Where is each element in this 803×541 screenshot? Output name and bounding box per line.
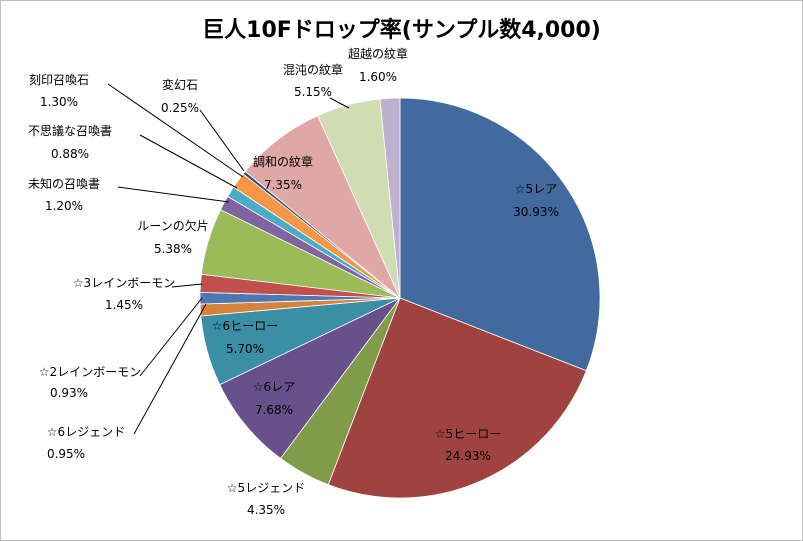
leader-line bbox=[329, 97, 350, 109]
leader-line bbox=[139, 297, 203, 377]
pie-slice bbox=[379, 97, 401, 299]
slice-percent-label: 1.45% bbox=[105, 298, 143, 312]
leader-line bbox=[199, 109, 245, 172]
slice-percent-label: 0.88% bbox=[51, 147, 89, 161]
slice-name-label: ☆6ヒーロー bbox=[212, 319, 278, 333]
slice-percent-label: 5.70% bbox=[226, 342, 264, 356]
slice-name-label: 刻印召喚石 bbox=[29, 73, 89, 87]
leader-line bbox=[107, 83, 244, 178]
slice-name-label: ☆5ヒーロー bbox=[435, 427, 501, 441]
slice-percent-label: 0.25% bbox=[161, 101, 199, 115]
slice-percent-label: 24.93% bbox=[445, 449, 491, 463]
slice-percent-label: 1.60% bbox=[359, 70, 397, 84]
slice-percent-label: 1.20% bbox=[45, 199, 83, 213]
slice-name-label: 変幻石 bbox=[162, 77, 198, 92]
slice-percent-label: 0.93% bbox=[50, 386, 88, 400]
slice-name-label: 不思議な召喚書 bbox=[28, 124, 112, 138]
slice-name-label: ☆5レジェンド bbox=[227, 481, 305, 495]
slice-percent-label: 30.93% bbox=[513, 205, 559, 219]
leader-line bbox=[133, 303, 207, 435]
slice-percent-label: 1.30% bbox=[40, 95, 78, 109]
leader-line bbox=[139, 134, 238, 189]
slice-percent-label: 0.95% bbox=[47, 447, 85, 461]
slice-name-label: ルーンの欠片 bbox=[137, 218, 208, 233]
slice-name-label: ☆5レア bbox=[515, 182, 557, 196]
slice-name-label: ☆6レア bbox=[253, 380, 295, 394]
slice-percent-label: 5.38% bbox=[154, 242, 192, 256]
slice-name-label: ☆6レジェンド bbox=[47, 425, 125, 439]
slice-name-label: 調和の紋章 bbox=[253, 154, 313, 169]
leader-line bbox=[171, 283, 203, 288]
slice-percent-label: 5.15% bbox=[294, 85, 332, 99]
slice-percent-label: 7.35% bbox=[264, 178, 302, 192]
slice-percent-label: 4.35% bbox=[247, 503, 285, 517]
slice-name-label: 未知の召喚書 bbox=[28, 177, 100, 191]
leader-line bbox=[117, 186, 230, 203]
slice-name-label: 混沌の紋章 bbox=[283, 62, 343, 77]
pie-slice bbox=[327, 297, 587, 499]
slice-percent-label: 7.68% bbox=[255, 403, 293, 417]
pie-slice bbox=[219, 297, 401, 459]
slice-name-label: ☆3レインボーモン bbox=[73, 276, 175, 290]
slice-name-label: ☆2レインボーモン bbox=[39, 365, 141, 379]
pie-slice bbox=[399, 97, 601, 372]
slice-name-label: 超越の紋章 bbox=[348, 46, 408, 61]
chart-title: 巨人10Fドロップ率(サンプル数4,000) bbox=[202, 18, 601, 43]
